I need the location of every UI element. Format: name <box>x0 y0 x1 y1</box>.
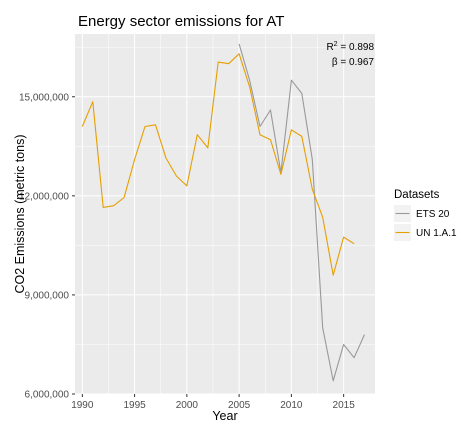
x-tick-label: 2005 <box>228 400 251 411</box>
series-line-un-1-a-1 <box>81 53 355 276</box>
x-axis-title: Year <box>212 409 237 423</box>
series-line-ets-20 <box>238 43 366 382</box>
x-tick-label: 2015 <box>333 400 356 411</box>
y-axis-title: CO2 Emissions (metric tons) <box>13 134 27 293</box>
plot-panel <box>75 34 375 394</box>
r-squared-label: R2 = 0.898 <box>326 41 374 53</box>
x-tick-label: 1995 <box>123 400 146 411</box>
y-tick-label: 6,000,000 <box>25 390 70 401</box>
legend-label: ETS 20 <box>416 209 450 220</box>
legend-title: Datasets <box>394 189 440 201</box>
series-lines <box>81 43 366 382</box>
y-tick-label: 12,000,000 <box>19 191 69 202</box>
y-tick-label: 9,000,000 <box>25 290 70 301</box>
legend-label: UN 1.A.1 <box>416 228 457 239</box>
x-axis: 1990 1995 2000 2005 2010 2015 <box>71 394 355 411</box>
chart-title: Energy sector emissions for AT <box>78 13 284 30</box>
y-tick-label: 15,000,000 <box>19 92 69 103</box>
beta-label: β = 0.967 <box>332 57 375 68</box>
x-tick-label: 2010 <box>280 400 303 411</box>
y-axis: 6,000,000 9,000,000 12,000,000 15,000,000 <box>19 92 75 401</box>
grid-lines <box>75 34 375 395</box>
legend: Datasets ETS 20 UN 1.A.1 <box>394 189 457 241</box>
x-tick-label: 2000 <box>176 400 199 411</box>
fit-statistics: R2 = 0.898 β = 0.967 <box>326 41 374 68</box>
x-tick-label: 1990 <box>71 400 94 411</box>
